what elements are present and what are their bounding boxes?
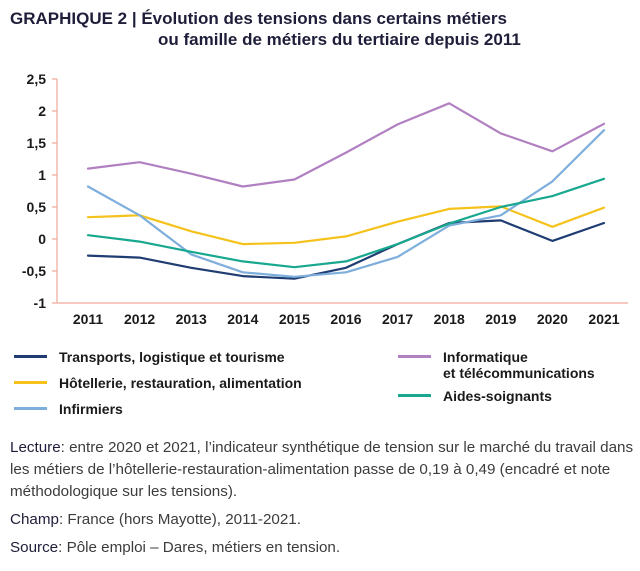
y-tick-label: -0,5 — [22, 263, 46, 279]
y-tick-label: 2,5 — [27, 71, 47, 87]
legend-label-infirmiers: Infirmiers — [59, 401, 123, 417]
legend-label-transports: Transports, logistique et tourisme — [59, 349, 285, 365]
y-axis-ticks: 2,5 2 1,5 1 0,5 0 -0,5 -1 — [22, 71, 57, 311]
chart-title-line2: ou famille de métiers du tertiaire depui… — [158, 30, 521, 49]
y-tick-label: -1 — [34, 295, 47, 311]
legend-label-hotellerie: Hôtellerie, restauration, alimentation — [59, 375, 302, 391]
note-source: Source: Pôle emploi – Dares, métiers en … — [10, 537, 635, 559]
x-tick-label: 2011 — [73, 311, 104, 327]
y-tick-label: 0,5 — [27, 199, 47, 215]
legend-item-transports: Transports, logistique et tourisme — [14, 349, 285, 365]
y-tick-label: 2 — [38, 103, 46, 119]
legend-swatch-informatique — [398, 355, 431, 358]
x-tick-label: 2020 — [537, 311, 568, 327]
note-lecture: Lecture: entre 2020 et 2021, l’indicateu… — [10, 437, 635, 503]
note-champ-text: : France (hors Mayotte), 2011-2021. — [58, 511, 301, 528]
note-champ-label: Champ — [10, 511, 59, 528]
x-tick-label: 2015 — [279, 311, 310, 327]
chart-title-line1: Évolution des tensions dans certains mét… — [141, 9, 507, 28]
x-tick-label: 2021 — [588, 311, 619, 327]
x-tick-label: 2014 — [227, 311, 258, 327]
series-line-4 — [86, 102, 606, 188]
chart-notes: Lecture: entre 2020 et 2021, l’indicateu… — [10, 437, 635, 559]
chart-title: GRAPHIQUE 2 | Évolution des tensions dan… — [10, 8, 630, 50]
x-tick-label: 2013 — [176, 311, 207, 327]
x-tick-label: 2017 — [382, 311, 413, 327]
x-tick-label: 2012 — [124, 311, 155, 327]
legend-item-aides: Aides-soignants — [398, 388, 552, 404]
note-source-text: : Pôle emploi – Dares, métiers en tensio… — [58, 539, 341, 556]
legend-swatch-infirmiers — [14, 407, 47, 410]
x-tick-label: 2018 — [434, 311, 465, 327]
y-tick-label: 1,5 — [27, 135, 47, 151]
legend-item-infirmiers: Infirmiers — [14, 401, 123, 417]
legend-item-informatique: Informatique et télécommunications — [398, 349, 595, 381]
legend-swatch-hotellerie — [14, 381, 47, 384]
line-chart: 2,521,510,50-0,5-1 2011 2012 2013 2014 2015 2… — [22, 71, 628, 327]
note-champ: Champ: France (hors Mayotte), 2011-2021. — [10, 509, 635, 531]
note-lecture-label: Lecture — [10, 439, 61, 456]
legend-item-hotellerie: Hôtellerie, restauration, alimentation — [14, 375, 302, 391]
chart-title-prefix: GRAPHIQUE 2 | — [10, 9, 142, 28]
y-tick-label: 0 — [38, 231, 46, 247]
legend-swatch-transports — [14, 355, 47, 358]
x-tick-label: 2016 — [330, 311, 361, 327]
legend-label-informatique-line2: et télécommunications — [443, 365, 595, 381]
x-axis-ticks: 2011 2012 2013 2014 2015 2016 2017 2018 2019 2020… — [73, 311, 620, 327]
chart-axes — [56, 79, 628, 304]
series-line-2 — [86, 205, 606, 246]
series-lines — [86, 102, 606, 280]
series-line-5 — [86, 177, 606, 269]
legend-label-aides: Aides-soignants — [443, 388, 552, 404]
legend-label-informatique: Informatique et télécommunications — [443, 349, 595, 381]
legend-label-informatique-line1: Informatique — [443, 349, 528, 365]
note-source-label: Source — [10, 539, 59, 556]
x-tick-label: 2019 — [485, 311, 516, 327]
legend-swatch-aides — [398, 394, 431, 397]
note-lecture-text: : entre 2020 et 2021, l’indicateur synth… — [10, 439, 634, 500]
series-line-1 — [86, 219, 606, 280]
y-tick-label: 1 — [38, 167, 46, 183]
